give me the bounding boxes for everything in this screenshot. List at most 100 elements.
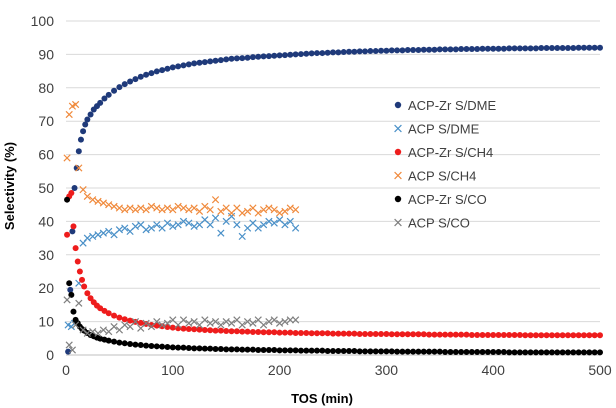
data-point	[228, 55, 235, 62]
data-point	[484, 348, 491, 355]
data-point	[378, 348, 385, 355]
data-point	[179, 217, 188, 226]
data-point	[153, 221, 161, 229]
data-point	[254, 224, 262, 232]
data-point	[324, 49, 331, 56]
axes: TOS (min) Selectivity (%)	[2, 142, 353, 406]
data-point	[105, 91, 112, 98]
data-point	[452, 348, 459, 355]
data-point	[211, 317, 220, 326]
data-point	[185, 325, 192, 332]
data-point	[99, 326, 108, 334]
data-point	[206, 206, 214, 214]
data-point	[89, 327, 97, 336]
data-point	[233, 221, 241, 229]
data-point	[254, 209, 262, 217]
data-point	[111, 87, 118, 94]
data-point	[415, 47, 422, 54]
x-tick-label: 500	[588, 362, 612, 378]
data-point	[211, 196, 220, 204]
data-point	[420, 348, 427, 355]
data-point	[255, 328, 262, 335]
y-tick-label: 50	[38, 180, 54, 196]
data-point	[431, 331, 438, 338]
data-point	[259, 206, 268, 214]
data-point	[217, 327, 224, 334]
data-point	[404, 348, 411, 355]
data-point	[297, 51, 304, 58]
data-point	[436, 348, 443, 355]
data-point	[500, 45, 507, 52]
data-point	[286, 316, 294, 324]
data-point	[97, 305, 104, 312]
y-tick-label: 40	[38, 213, 54, 229]
data-point	[180, 325, 187, 332]
data-point	[127, 317, 134, 324]
data-point	[335, 330, 342, 337]
x-tick-label: 400	[482, 362, 506, 378]
data-point	[356, 48, 363, 55]
data-point	[82, 121, 89, 128]
data-point	[281, 221, 289, 229]
data-point	[474, 46, 481, 53]
data-point	[190, 204, 198, 212]
data-point	[516, 331, 523, 338]
data-point	[84, 116, 91, 123]
data-point	[65, 110, 73, 119]
data-point	[378, 330, 385, 337]
data-point	[116, 314, 123, 321]
data-point	[367, 330, 374, 337]
data-point	[291, 224, 300, 232]
data-point	[238, 232, 246, 241]
data-point	[67, 286, 74, 293]
data-point	[201, 316, 209, 324]
data-point	[442, 331, 449, 338]
legend-marker	[394, 218, 402, 227]
data-point	[132, 341, 139, 348]
data-point	[75, 164, 83, 172]
data-point	[68, 190, 75, 197]
data-point	[137, 319, 144, 326]
data-point	[591, 44, 598, 51]
data-point	[217, 321, 225, 329]
data-point	[126, 204, 134, 212]
data-point	[97, 99, 104, 106]
data-point	[148, 342, 155, 349]
data-point	[132, 76, 139, 83]
data-point	[70, 223, 77, 230]
data-point	[190, 222, 198, 231]
data-point	[415, 331, 422, 338]
data-point	[319, 50, 326, 57]
data-point	[474, 331, 481, 338]
data-point	[410, 331, 417, 338]
data-point	[410, 348, 417, 355]
data-point	[131, 222, 140, 231]
data-point	[575, 349, 582, 356]
data-point	[207, 327, 214, 334]
data-point	[351, 48, 358, 55]
data-point	[169, 344, 176, 351]
data-point	[527, 349, 534, 356]
data-point	[175, 344, 182, 351]
data-point	[83, 329, 91, 337]
data-point	[554, 349, 561, 356]
y-tick-label: 30	[38, 247, 54, 263]
data-point	[110, 202, 118, 210]
data-point	[495, 45, 502, 52]
data-point	[346, 48, 353, 55]
data-point	[238, 209, 246, 217]
data-point	[281, 329, 288, 336]
data-point	[276, 52, 283, 59]
data-point	[185, 319, 193, 327]
data-point	[169, 324, 176, 331]
data-point	[479, 331, 486, 338]
data-point	[308, 330, 315, 337]
data-point	[479, 348, 486, 355]
data-point	[452, 331, 459, 338]
data-point	[223, 327, 230, 334]
data-point	[75, 148, 82, 155]
data-point	[559, 349, 566, 356]
data-point	[548, 45, 555, 52]
legend-label: ACP-Zr S/CO	[408, 192, 487, 207]
data-point	[260, 53, 267, 60]
